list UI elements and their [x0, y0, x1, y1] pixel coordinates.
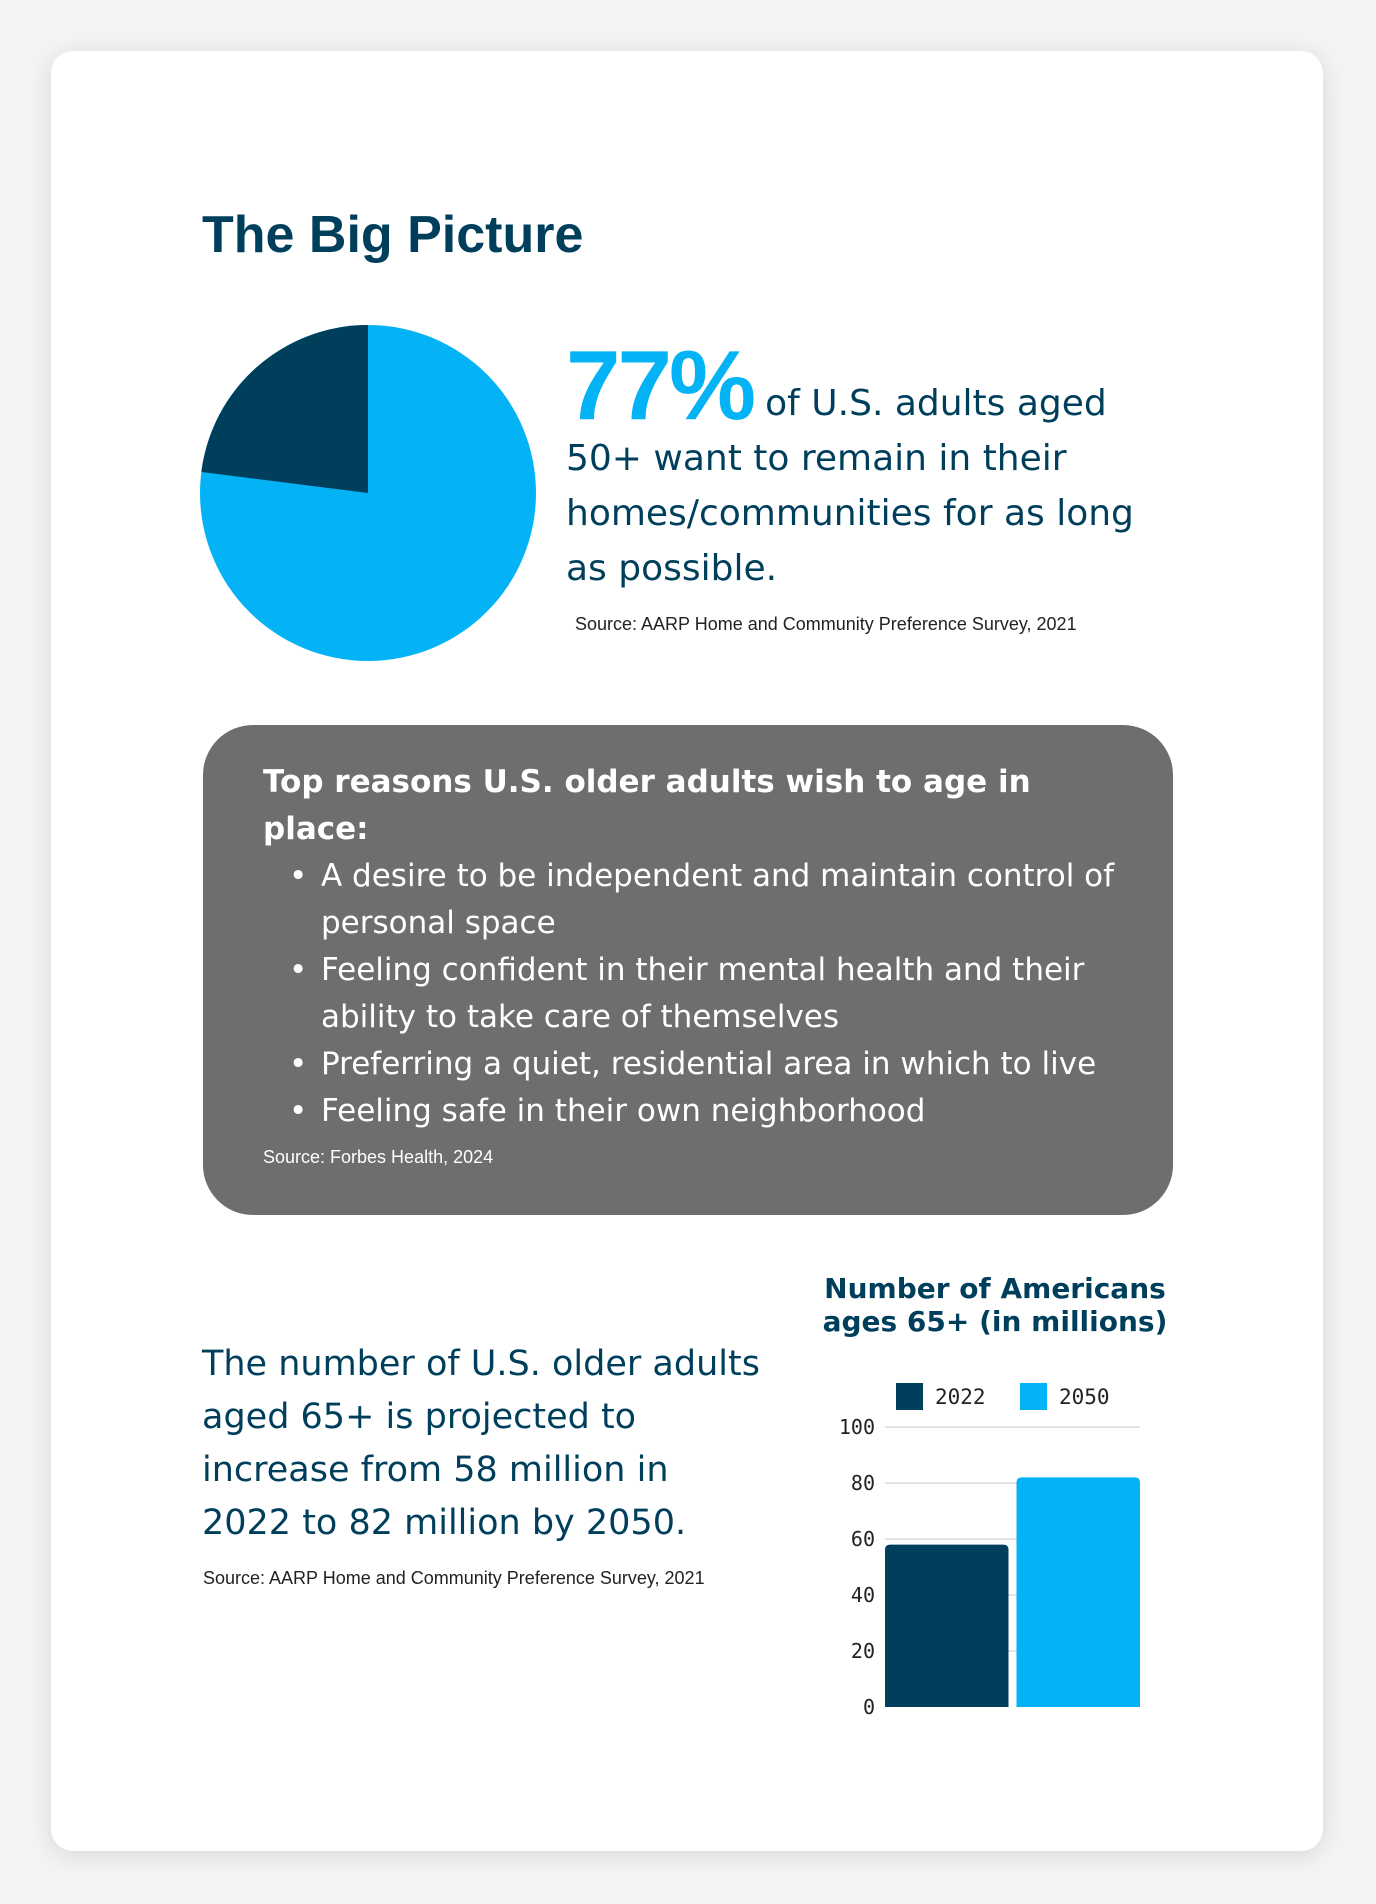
y-tick-label: 60 [851, 1527, 875, 1551]
list-item: • A desire to be independent and maintain… [263, 853, 1123, 947]
bullet-icon: • [289, 952, 308, 988]
reasons-source: Source: Forbes Health, 2024 [263, 1147, 494, 1167]
list-item: • Feeling safe in their own neighborhood [263, 1088, 1123, 1135]
legend-swatch [1020, 1383, 1047, 1410]
reasons-panel: Top reasons U.S. older adults wish to ag… [203, 725, 1173, 1215]
y-tick-label: 80 [851, 1471, 875, 1495]
list-item-text: Feeling confident in their mental health… [321, 952, 1085, 1035]
legend-label: 2050 [1059, 1385, 1110, 1409]
y-tick-label: 100 [839, 1415, 875, 1439]
stat-paragraph: 77% of U.S. adults aged 50+ want to remai… [566, 336, 1166, 596]
stat-description: of U.S. adults aged 50+ want to remain i… [566, 383, 1134, 589]
projection-source: Source: AARP Home and Community Preferen… [203, 1568, 705, 1588]
projection-text: The number of U.S. older adults aged 65+… [202, 1344, 760, 1543]
list-item-text: Feeling safe in their own neighborhood [321, 1093, 926, 1129]
pie-chart [200, 325, 536, 661]
chart-title: Number of Americans ages 65+ (in million… [822, 1272, 1168, 1338]
bar-2050 [1016, 1477, 1140, 1707]
list-item: • Preferring a quiet, residential area in… [263, 1041, 1123, 1088]
bullet-icon: • [289, 1093, 308, 1129]
page-title: The Big Picture [202, 206, 584, 264]
pie-slice-remaining [201, 325, 368, 493]
reasons-heading: Top reasons U.S. older adults wish to ag… [263, 764, 1031, 847]
y-tick-label: 40 [851, 1583, 875, 1607]
stat-source: Source: AARP Home and Community Preferen… [575, 614, 1077, 634]
list-item-text: A desire to be independent and maintain … [321, 858, 1115, 941]
y-tick-label: 0 [863, 1695, 875, 1719]
legend-label: 2022 [935, 1385, 986, 1409]
bar-chart: 0 20 40 60 80 100 2022 2050 [839, 1383, 1140, 1719]
list-item-text: Preferring a quiet, residential area in … [321, 1046, 1097, 1082]
stat-percentage: 77% [566, 330, 756, 440]
y-tick-label: 20 [851, 1639, 875, 1663]
bar-2022 [885, 1544, 1009, 1707]
stat-block: 77% of U.S. adults aged 50+ want to remai… [566, 336, 1166, 596]
bullet-icon: • [289, 1046, 308, 1082]
reasons-list: • A desire to be independent and maintain… [263, 853, 1123, 1135]
list-item: • Feeling confident in their mental healt… [263, 947, 1123, 1041]
bullet-icon: • [289, 858, 308, 894]
legend-swatch [896, 1383, 923, 1410]
